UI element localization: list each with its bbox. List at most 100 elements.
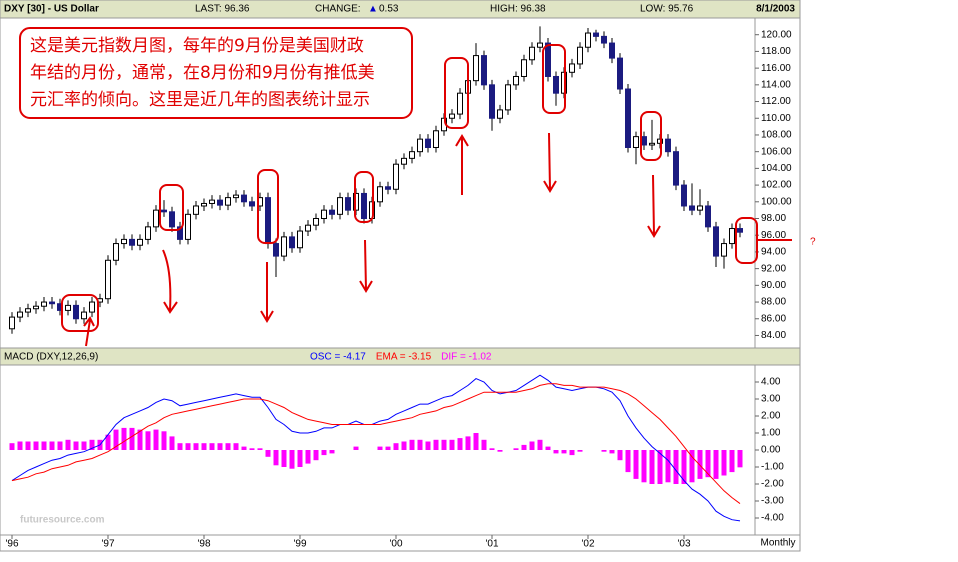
histogram-bar bbox=[185, 443, 191, 450]
histogram-bar bbox=[537, 439, 543, 450]
stat: ▲ bbox=[368, 4, 378, 15]
circle bbox=[159, 184, 184, 231]
candle-body bbox=[497, 109, 503, 119]
histogram-bar bbox=[689, 450, 695, 483]
price-axis bbox=[754, 17, 801, 349]
candle-body bbox=[737, 228, 743, 233]
y-tick-label: 4.00 bbox=[761, 377, 781, 388]
stat: 0.53 bbox=[379, 4, 399, 15]
arrow bbox=[647, 174, 661, 238]
histogram-bar bbox=[49, 441, 55, 450]
macd-line bbox=[11, 374, 741, 522]
histogram-bar bbox=[449, 439, 455, 450]
y-tick-label: 2.00 bbox=[761, 411, 781, 422]
y-tick-label: -2.00 bbox=[761, 479, 784, 490]
histogram-bar bbox=[401, 441, 407, 450]
histogram-bar bbox=[305, 450, 311, 464]
candle-body bbox=[625, 88, 631, 148]
histogram-bar bbox=[425, 441, 431, 450]
y-tick-label: 100.00 bbox=[761, 196, 792, 207]
circle bbox=[640, 111, 662, 161]
histogram-bar bbox=[529, 441, 535, 450]
legend-entry: EMA = -3.15 bbox=[376, 352, 432, 363]
histogram-bar bbox=[553, 450, 559, 454]
histogram-bar bbox=[729, 450, 735, 473]
candle-body bbox=[329, 209, 335, 215]
arrow bbox=[359, 239, 373, 293]
histogram-bar bbox=[233, 443, 239, 450]
candle-body bbox=[425, 138, 431, 148]
x-tick-label: '96 bbox=[5, 539, 18, 550]
circle bbox=[354, 171, 374, 223]
candle-body bbox=[17, 311, 23, 318]
histogram-bar bbox=[641, 450, 647, 483]
histogram-bar bbox=[713, 450, 719, 479]
arrow bbox=[455, 134, 469, 195]
candle-body bbox=[641, 136, 647, 146]
candle-body bbox=[521, 59, 527, 77]
histogram-bar bbox=[289, 450, 295, 469]
histogram-bar bbox=[545, 446, 551, 450]
stat: CHANGE: bbox=[315, 4, 361, 15]
candle-body bbox=[665, 138, 671, 153]
histogram-bar bbox=[217, 443, 223, 450]
histogram-bar bbox=[297, 450, 303, 467]
annotation: 这是美元指数月图，每年的9月份是美国财政 bbox=[30, 36, 364, 56]
candle-body bbox=[273, 243, 279, 257]
histogram-bar bbox=[625, 450, 631, 473]
candle-body bbox=[129, 238, 135, 246]
y-tick-label: -1.00 bbox=[761, 462, 784, 473]
candle-body bbox=[81, 311, 87, 320]
y-tick-label: 118.00 bbox=[761, 46, 791, 57]
histogram-bar bbox=[265, 450, 271, 457]
candle-body bbox=[577, 46, 583, 65]
candle-body bbox=[337, 197, 343, 215]
histogram-bar bbox=[601, 450, 607, 452]
x-axis-label: Monthly bbox=[760, 538, 795, 549]
candle-body bbox=[121, 238, 127, 245]
candle-body bbox=[505, 84, 511, 111]
y-tick-label: 112.00 bbox=[761, 96, 791, 107]
y-tick-label: 120.00 bbox=[761, 29, 792, 40]
histogram-bar bbox=[257, 448, 263, 450]
histogram-bar bbox=[481, 439, 487, 450]
chart-title: DXY [30] - US Dollar bbox=[4, 4, 99, 15]
y-tick-label: 92.00 bbox=[761, 263, 786, 274]
candle-body bbox=[553, 75, 559, 94]
candle-body bbox=[305, 224, 311, 232]
histogram-bar bbox=[105, 434, 111, 450]
candle-body bbox=[681, 184, 687, 207]
stat: LOW: 95.76 bbox=[640, 4, 694, 15]
candle-body bbox=[585, 32, 591, 48]
circle bbox=[257, 169, 279, 244]
x-tick-label: '00 bbox=[389, 539, 402, 550]
candle-body bbox=[449, 113, 455, 119]
histogram-bar bbox=[81, 441, 87, 450]
x-tick-label: '98 bbox=[197, 539, 210, 550]
candle-body bbox=[713, 226, 719, 257]
candle-body bbox=[473, 55, 479, 82]
histogram-bar bbox=[617, 450, 623, 461]
candle-body bbox=[177, 226, 183, 240]
candle-body bbox=[49, 301, 55, 305]
histogram-bar bbox=[697, 450, 703, 479]
histogram-bar bbox=[609, 450, 615, 454]
histogram-bar bbox=[145, 431, 151, 450]
candle-body bbox=[537, 42, 543, 48]
candle-body bbox=[145, 226, 151, 240]
candle-body bbox=[697, 205, 703, 211]
y-tick-label: 90.00 bbox=[761, 280, 786, 291]
candle-body bbox=[705, 205, 711, 228]
histogram-bar bbox=[193, 443, 199, 450]
histogram-bar bbox=[241, 446, 247, 450]
histogram-bar bbox=[409, 439, 415, 450]
y-tick-label: 116.00 bbox=[761, 63, 791, 74]
x-tick-label: '03 bbox=[677, 539, 690, 550]
candle-body bbox=[161, 209, 167, 213]
candle-body bbox=[345, 197, 351, 211]
candle-body bbox=[457, 92, 463, 115]
histogram-bar bbox=[441, 439, 447, 450]
histogram-bar bbox=[633, 450, 639, 479]
circle bbox=[61, 294, 99, 332]
